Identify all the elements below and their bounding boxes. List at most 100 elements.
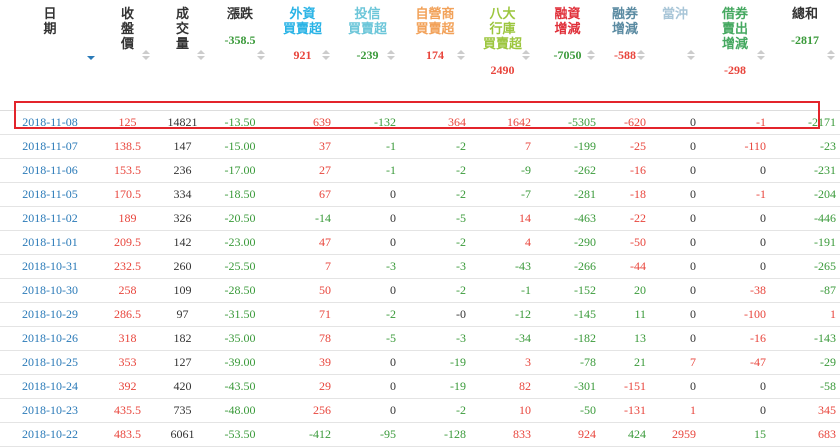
value-cell: -9	[470, 158, 535, 183]
date-cell: 2018-11-07	[0, 134, 100, 159]
column-label: 融資 增減	[554, 6, 581, 36]
value-cell: 345	[770, 398, 840, 423]
column-label: 自營商 買賣超	[415, 6, 455, 36]
value-cell: -100	[700, 302, 770, 327]
value-cell: 153.5	[100, 158, 155, 183]
value-cell: -2	[400, 278, 470, 303]
value-cell: -44	[600, 254, 650, 279]
value-cell: -16	[700, 326, 770, 351]
value-cell: 0	[700, 398, 770, 423]
value-cell: 78	[270, 326, 335, 351]
value-cell: -50	[600, 230, 650, 255]
value-cell: -1	[335, 134, 400, 159]
column-summary: 174	[426, 48, 444, 62]
value-cell: 0	[650, 230, 700, 255]
value-cell: 97	[155, 302, 210, 327]
column-label: 外資 買賣超	[282, 6, 322, 36]
value-cell: -5	[400, 206, 470, 231]
value-cell: -3	[400, 326, 470, 351]
value-cell: -48.00	[210, 398, 270, 423]
value-cell: -38	[700, 278, 770, 303]
date-cell: 2018-11-05	[0, 182, 100, 207]
date-cell: 2018-10-29	[0, 302, 100, 327]
value-cell: 21	[600, 350, 650, 375]
column-label: 日 期	[43, 6, 57, 36]
column-header: 借券 賣出 增減 -298	[700, 0, 770, 111]
value-cell: 29	[270, 374, 335, 399]
value-cell: 189	[100, 206, 155, 231]
value-cell: -262	[535, 158, 600, 183]
value-cell: -204	[770, 182, 840, 207]
value-cell: 364	[400, 110, 470, 135]
value-cell: -47	[700, 350, 770, 375]
value-cell: -266	[535, 254, 600, 279]
value-cell: 0	[335, 206, 400, 231]
value-cell: 392	[100, 374, 155, 399]
value-cell: -50	[535, 398, 600, 423]
date-cell: 2018-10-30	[0, 278, 100, 303]
value-cell: -78	[535, 350, 600, 375]
date-cell: 2018-10-26	[0, 326, 100, 351]
column-label: 投信 買賣超	[347, 6, 387, 36]
data-row: 2018-11-02 189 326 -20.50 -14 0 -5 14 -463 -22 0 0-…	[0, 206, 840, 231]
value-cell: -2	[335, 302, 400, 327]
value-cell: 4	[470, 230, 535, 255]
value-cell: -12	[470, 302, 535, 327]
column-label: 漲跌	[226, 6, 253, 21]
value-cell: 11	[600, 302, 650, 327]
value-cell: -110	[700, 134, 770, 159]
value-cell: -1	[335, 158, 400, 183]
value-cell: 639	[270, 110, 335, 135]
value-cell: -43.50	[210, 374, 270, 399]
column-summary: 2490	[490, 63, 515, 77]
value-cell: 47	[270, 230, 335, 255]
value-cell: 142	[155, 230, 210, 255]
value-cell: 0	[650, 134, 700, 159]
value-cell: 147	[155, 134, 210, 159]
value-cell: 0	[335, 398, 400, 423]
value-cell: -2	[400, 230, 470, 255]
value-cell: -620	[600, 110, 650, 135]
value-cell: 3	[470, 350, 535, 375]
value-cell: 318	[100, 326, 155, 351]
value-cell: 14	[470, 206, 535, 231]
value-cell: 0	[650, 158, 700, 183]
value-cell: -152	[535, 278, 600, 303]
date-cell: 2018-11-01	[0, 230, 100, 255]
column-summary: -2817	[791, 33, 819, 47]
value-cell: 0	[335, 230, 400, 255]
value-cell: -463	[535, 206, 600, 231]
value-cell: -151	[600, 374, 650, 399]
value-cell: -132	[335, 110, 400, 135]
value-cell: 0	[700, 158, 770, 183]
column-header: 自營商 買賣超 174	[400, 0, 470, 111]
value-cell: 236	[155, 158, 210, 183]
value-cell: 326	[155, 206, 210, 231]
value-cell: 125	[100, 110, 155, 135]
value-cell: 50	[270, 278, 335, 303]
data-row: 2018-10-29 286.5 97 -31.50 71 -2 -0 -12 -145 11 0-…	[0, 302, 840, 327]
data-row: 2018-11-06 153.5 236 -17.00 27 -1 -2 -9 -262 -16 0…	[0, 158, 840, 183]
value-cell: 182	[155, 326, 210, 351]
value-cell: -143	[770, 326, 840, 351]
column-label: 當沖	[661, 6, 688, 21]
value-cell: -19	[400, 350, 470, 375]
value-cell: -0	[400, 302, 470, 327]
value-cell: -191	[770, 230, 840, 255]
value-cell: -16	[600, 158, 650, 183]
value-cell: -5305	[535, 110, 600, 135]
value-cell: -301	[535, 374, 600, 399]
value-cell: -265	[770, 254, 840, 279]
date-cell: 2018-10-23	[0, 398, 100, 423]
value-cell: 127	[155, 350, 210, 375]
value-cell: -14	[270, 206, 335, 231]
column-header: 融券 增減 -588	[600, 0, 650, 111]
value-cell: 0	[650, 254, 700, 279]
value-cell: 286.5	[100, 302, 155, 327]
value-cell: 0	[650, 302, 700, 327]
value-cell: 39	[270, 350, 335, 375]
value-cell: -25.50	[210, 254, 270, 279]
value-cell: -446	[770, 206, 840, 231]
value-cell: 109	[155, 278, 210, 303]
